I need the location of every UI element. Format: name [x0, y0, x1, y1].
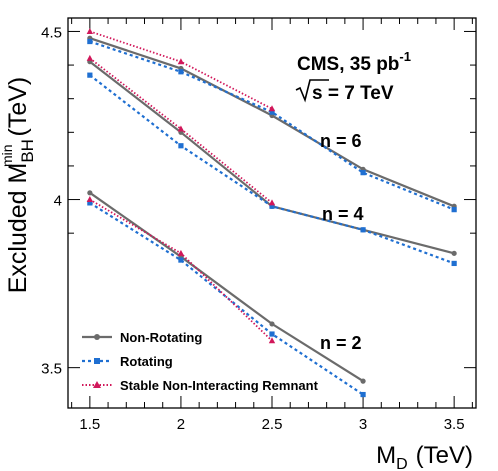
series-layer — [86, 27, 457, 398]
y-tick-label: 3.5 — [41, 361, 62, 378]
data-point — [360, 170, 366, 176]
series-line-stable-non-interacting-remnant — [89, 57, 273, 204]
y-axis-label-unit: (TeV) — [4, 77, 32, 137]
data-point — [177, 249, 185, 256]
series-stable-non-interacting-remnant — [86, 54, 276, 206]
legend-entry-stable: Stable Non-Interacting Remnant — [82, 378, 319, 393]
series-stable-non-interacting-remnant — [86, 27, 276, 112]
y-axis-label-sub: BH — [18, 139, 37, 163]
x-tick-label: 2 — [177, 416, 185, 433]
axis-ticks: 1.5 2 2.5 3 3.5 3.5 4 4.5 — [41, 18, 476, 433]
x-tick-label: 1.5 — [79, 416, 100, 433]
y-tick-label: 4.5 — [41, 24, 62, 41]
data-point — [178, 69, 184, 75]
legend-marker-rotating — [94, 358, 100, 364]
data-point — [86, 196, 94, 203]
n2-label: n = 2 — [320, 333, 362, 353]
legend-marker-non-rotating — [94, 334, 100, 340]
data-point — [360, 378, 366, 384]
series-non-rotating — [87, 59, 457, 256]
series-rotating — [87, 38, 457, 213]
experiment-label: CMS, 35 pb-1 — [297, 49, 411, 75]
data-point — [87, 72, 93, 78]
data-point — [177, 125, 185, 132]
data-point — [451, 250, 457, 256]
y-axis-label: Excluded MBHmin (TeV) — [0, 77, 37, 294]
y-axis-label-sup: min — [0, 144, 15, 167]
data-point — [268, 105, 276, 112]
data-point — [451, 260, 457, 267]
data-point — [178, 257, 184, 263]
data-point — [177, 58, 185, 65]
data-point — [268, 199, 276, 206]
data-point — [178, 143, 184, 149]
plot-frame — [67, 17, 477, 409]
data-point — [87, 200, 93, 206]
x-tick-label: 3 — [359, 416, 367, 433]
n6-label: n = 6 — [320, 131, 362, 151]
data-point — [360, 391, 366, 398]
legend: Non-Rotating Rotating Stable Non-Interac… — [82, 330, 319, 393]
experiment-sup: -1 — [399, 49, 411, 64]
x-axis-label-main: M — [376, 442, 396, 469]
data-point — [268, 337, 276, 344]
data-point — [269, 331, 275, 337]
x-axis-label-sub: D — [396, 456, 408, 471]
y-tick-label: 4 — [54, 193, 62, 210]
data-point — [269, 321, 275, 327]
data-point — [86, 54, 94, 61]
series-rotating — [87, 200, 366, 398]
y-axis-label-main: Excluded M — [4, 163, 32, 294]
data-point — [87, 38, 93, 45]
series-rotating — [87, 72, 457, 267]
x-tick-label: 2.5 — [262, 416, 283, 433]
n4-label: n = 4 — [322, 204, 364, 224]
data-point — [269, 109, 275, 115]
legend-marker-stable — [93, 381, 101, 388]
legend-entry-rotating: Rotating — [82, 354, 173, 369]
data-point — [360, 227, 366, 233]
energy-label: s = 7 TeV — [312, 83, 394, 104]
series-line-rotating — [89, 40, 455, 211]
data-point — [87, 190, 93, 196]
x-axis-label-unit: (TeV) — [416, 442, 473, 469]
series-line-non-rotating — [89, 191, 364, 383]
data-point — [451, 207, 457, 213]
x-axis-label: MD (TeV) — [376, 442, 473, 471]
experiment-text: CMS, 35 pb — [297, 54, 399, 75]
series-stable-non-interacting-remnant — [86, 196, 276, 344]
x-tick-label: 3.5 — [444, 416, 465, 433]
series-line-non-rotating — [89, 60, 455, 255]
data-point — [269, 203, 275, 209]
legend-label-rotating: Rotating — [120, 354, 173, 369]
legend-entry-non-rotating: Non-Rotating — [82, 330, 202, 345]
legend-label-non-rotating: Non-Rotating — [120, 330, 202, 345]
sqrt-icon — [295, 79, 329, 103]
legend-label-stable: Stable Non-Interacting Remnant — [120, 378, 319, 393]
data-point — [86, 27, 94, 34]
